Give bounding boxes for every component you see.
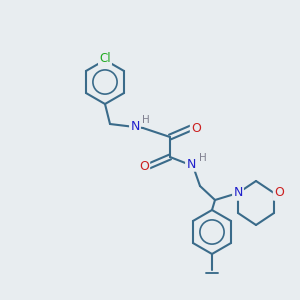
Text: O: O: [191, 122, 201, 134]
Text: O: O: [139, 160, 149, 172]
Text: H: H: [142, 115, 150, 125]
Text: Cl: Cl: [99, 52, 111, 64]
Text: N: N: [233, 187, 243, 200]
Text: N: N: [130, 119, 140, 133]
Text: H: H: [199, 153, 207, 163]
Text: N: N: [186, 158, 196, 170]
Text: O: O: [274, 187, 284, 200]
